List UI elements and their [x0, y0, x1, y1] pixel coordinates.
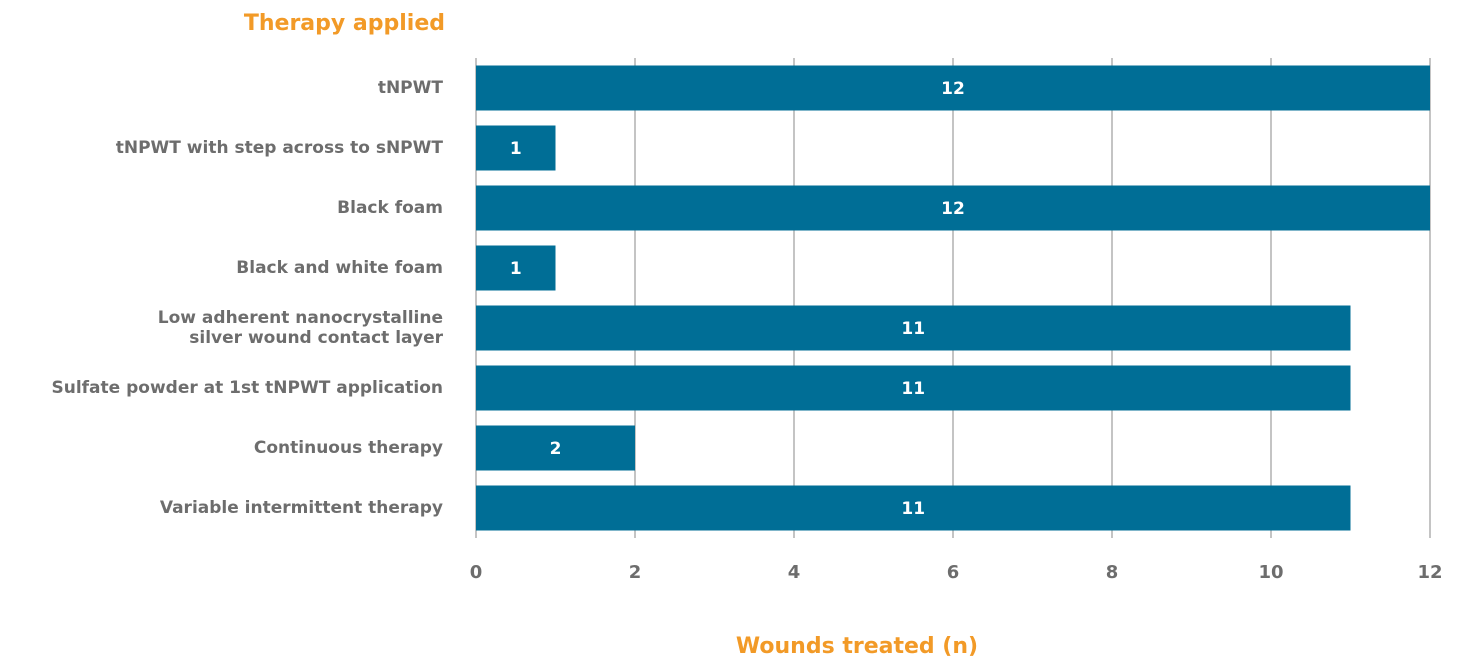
value-label: 12 — [941, 79, 965, 99]
value-label: 1 — [510, 259, 522, 279]
y-tick-label: Black foam — [337, 198, 443, 218]
y-tick-label: Black and white foam — [236, 258, 443, 278]
x-tick-label: 8 — [1106, 562, 1119, 583]
y-tick-label: Sulfate powder at 1st tNPWT application — [51, 378, 443, 398]
y-tick-label: tNPWT with step across to sNPWT — [116, 138, 444, 158]
bar — [476, 185, 1430, 231]
y-tick-label: Low adherent nanocrystalline silver wound… — [158, 308, 444, 348]
bar — [476, 485, 1351, 531]
bar — [476, 125, 556, 171]
x-tick-label: 6 — [947, 562, 960, 583]
value-label: 11 — [901, 499, 925, 519]
x-axis-title: Wounds treated (n) — [736, 634, 978, 659]
bar — [476, 245, 556, 291]
value-label: 11 — [901, 319, 925, 339]
value-label: 1 — [510, 139, 522, 159]
x-tick-label: 0 — [470, 562, 483, 583]
x-tick-label: 4 — [788, 562, 801, 583]
y-tick-label: tNPWT — [378, 78, 444, 98]
bar — [476, 65, 1430, 111]
bar — [476, 365, 1351, 411]
value-label: 11 — [901, 379, 925, 399]
y-tick-label: Variable intermittent therapy — [160, 498, 443, 518]
y-tick-label: Continuous therapy — [254, 438, 443, 458]
value-label: 12 — [941, 199, 965, 219]
y-axis-title: Therapy applied — [244, 11, 445, 36]
bar — [476, 305, 1351, 351]
x-tick-label: 10 — [1258, 562, 1283, 583]
value-label: 2 — [550, 439, 562, 459]
x-tick-label: 12 — [1417, 562, 1442, 583]
bar — [476, 425, 635, 471]
x-tick-label: 2 — [629, 562, 642, 583]
